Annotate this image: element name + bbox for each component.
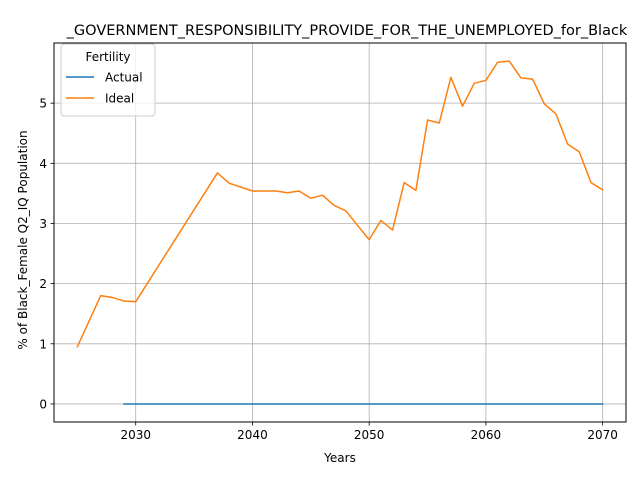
y-tick-label: 0 xyxy=(39,397,47,411)
chart-title: _GOVERNMENT_RESPONSIBILITY_PROVIDE_FOR_T… xyxy=(66,23,628,39)
x-tick-label: 2070 xyxy=(587,428,618,442)
x-tick-label: 2030 xyxy=(120,428,151,442)
series-lines xyxy=(76,60,604,405)
x-axis-label: Years xyxy=(323,451,356,465)
y-tick-label: 3 xyxy=(39,217,47,231)
legend-label-ideal: Ideal xyxy=(105,92,134,106)
x-axis-ticks: 2030 2040 2050 2060 2070 xyxy=(120,422,618,442)
x-tick-label: 2040 xyxy=(237,428,268,442)
y-tick-label: 1 xyxy=(39,337,47,351)
legend-label-actual: Actual xyxy=(105,71,143,85)
plot-frame xyxy=(53,42,627,423)
y-tick-label: 2 xyxy=(39,277,47,291)
legend-title: Fertility xyxy=(85,50,130,64)
x-tick-label: 2050 xyxy=(354,428,385,442)
y-tick-label: 5 xyxy=(39,97,47,111)
legend: Fertility Actual Ideal xyxy=(60,43,156,117)
y-tick-label: 4 xyxy=(39,157,47,171)
series-line-ideal xyxy=(76,60,604,348)
y-axis-label: % of Black_Female Q2_IQ Population xyxy=(16,130,30,349)
y-axis-ticks: 0 1 2 3 4 5 xyxy=(39,97,54,411)
x-tick-label: 2060 xyxy=(471,428,502,442)
